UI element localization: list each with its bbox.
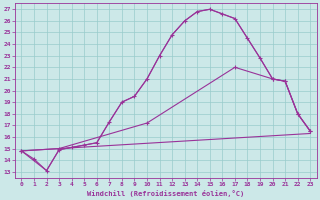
X-axis label: Windchill (Refroidissement éolien,°C): Windchill (Refroidissement éolien,°C) [87, 190, 244, 197]
